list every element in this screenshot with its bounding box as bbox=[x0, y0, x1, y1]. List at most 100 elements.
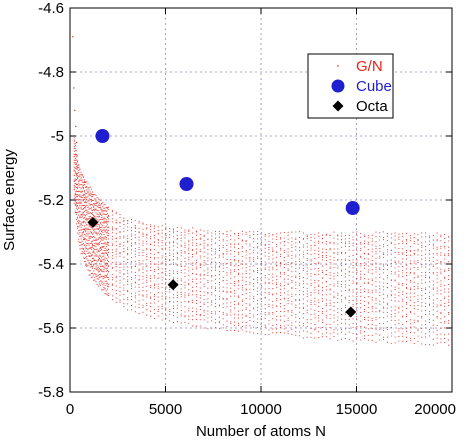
gn-data-point bbox=[402, 293, 404, 295]
gn-data-point bbox=[425, 259, 427, 262]
gn-data-point bbox=[371, 327, 373, 329]
gn-data-point bbox=[241, 321, 243, 323]
gn-data-point bbox=[88, 217, 90, 220]
gn-data-point bbox=[325, 263, 327, 265]
gn-data-point bbox=[245, 322, 247, 324]
gn-data-point bbox=[80, 177, 82, 179]
gn-data-point bbox=[325, 294, 327, 296]
gn-data-point bbox=[352, 255, 354, 257]
gn-data-point bbox=[260, 262, 262, 264]
gn-data-point bbox=[344, 276, 346, 278]
gn-data-point bbox=[383, 307, 385, 309]
gn-data-point bbox=[356, 283, 358, 285]
gn-data-point bbox=[172, 297, 175, 299]
gn-data-point bbox=[199, 263, 201, 265]
gn-data-point bbox=[310, 249, 312, 251]
gn-data-point bbox=[97, 237, 99, 239]
gn-data-point bbox=[314, 297, 316, 299]
gn-data-point bbox=[329, 267, 331, 269]
gn-data-point bbox=[367, 269, 369, 271]
gn-data-point bbox=[97, 249, 99, 252]
gn-data-point bbox=[101, 276, 103, 278]
gn-data-point bbox=[367, 271, 369, 273]
gn-data-point bbox=[127, 258, 129, 261]
gn-data-point bbox=[222, 303, 224, 305]
gn-data-point bbox=[119, 291, 121, 293]
gn-data-point bbox=[299, 311, 301, 313]
gn-data-point bbox=[295, 254, 297, 256]
gn-data-point bbox=[394, 297, 396, 299]
gn-data-point bbox=[428, 331, 431, 333]
gn-data-point bbox=[234, 243, 236, 245]
gn-data-point bbox=[413, 319, 415, 321]
gn-data-point bbox=[172, 262, 175, 264]
gn-data-point bbox=[348, 290, 350, 292]
gn-data-point bbox=[103, 286, 105, 289]
gn-data-point bbox=[82, 207, 84, 210]
gn-data-point bbox=[253, 282, 255, 285]
gn-data-point bbox=[106, 221, 108, 223]
gn-data-point bbox=[344, 259, 346, 262]
gn-data-point bbox=[153, 231, 155, 233]
gn-data-point bbox=[199, 249, 201, 251]
gn-data-point bbox=[318, 254, 320, 256]
gn-data-point bbox=[425, 302, 427, 304]
gn-data-point bbox=[105, 275, 107, 277]
gn-data-point bbox=[78, 200, 80, 202]
gn-data-point bbox=[448, 269, 450, 271]
gn-data-point bbox=[241, 240, 243, 242]
gn-data-point bbox=[276, 236, 278, 238]
gn-data-point bbox=[394, 309, 396, 311]
gn-data-point bbox=[93, 194, 95, 196]
gn-data-point bbox=[421, 310, 423, 312]
gn-data-point bbox=[104, 226, 106, 228]
gn-data-point bbox=[230, 321, 232, 323]
gn-data-point bbox=[82, 187, 84, 189]
gn-data-point bbox=[180, 231, 182, 234]
gn-data-point bbox=[78, 226, 80, 228]
gn-data-point bbox=[425, 289, 427, 291]
gn-data-point bbox=[321, 255, 324, 257]
gn-data-point bbox=[127, 279, 129, 281]
gn-data-point bbox=[100, 213, 102, 216]
gn-data-point bbox=[85, 181, 87, 183]
gn-data-point bbox=[425, 263, 427, 265]
gn-data-point bbox=[119, 272, 121, 274]
gn-data-point bbox=[102, 243, 104, 245]
gn-data-point bbox=[83, 221, 86, 223]
gn-data-point bbox=[90, 213, 92, 215]
gn-data-point bbox=[260, 300, 262, 303]
gn-data-point bbox=[325, 304, 327, 306]
gn-data-point bbox=[81, 184, 83, 186]
gn-data-point bbox=[268, 320, 270, 322]
gn-data-point bbox=[176, 251, 178, 253]
gn-data-point bbox=[241, 263, 243, 265]
gn-data-point bbox=[146, 228, 148, 230]
gn-data-point bbox=[184, 242, 186, 244]
gn-data-point bbox=[245, 331, 247, 333]
gn-data-point bbox=[398, 330, 400, 332]
gn-data-point bbox=[86, 258, 88, 260]
gn-data-point bbox=[207, 281, 209, 284]
gn-data-point bbox=[253, 259, 255, 261]
gn-data-point bbox=[214, 233, 217, 235]
gn-data-point bbox=[245, 233, 247, 235]
gn-data-point bbox=[272, 283, 274, 285]
gn-data-point bbox=[295, 267, 297, 269]
x-tick-label: 15000 bbox=[336, 401, 378, 418]
gn-data-point bbox=[352, 333, 354, 335]
gn-data-point bbox=[80, 244, 82, 246]
gn-data-point bbox=[428, 335, 431, 337]
gn-data-point bbox=[279, 271, 282, 273]
legend-octa-symbol bbox=[332, 100, 344, 112]
gn-data-point bbox=[310, 275, 312, 277]
gn-data-point bbox=[74, 200, 76, 202]
gn-data-point bbox=[268, 235, 270, 237]
gn-data-point bbox=[283, 232, 285, 234]
gn-data-point bbox=[440, 304, 442, 306]
gn-data-point bbox=[195, 266, 197, 268]
gn-data-point bbox=[425, 281, 427, 283]
gn-data-point bbox=[234, 246, 236, 248]
gn-data-point bbox=[360, 339, 362, 341]
gn-data-point bbox=[417, 276, 419, 278]
